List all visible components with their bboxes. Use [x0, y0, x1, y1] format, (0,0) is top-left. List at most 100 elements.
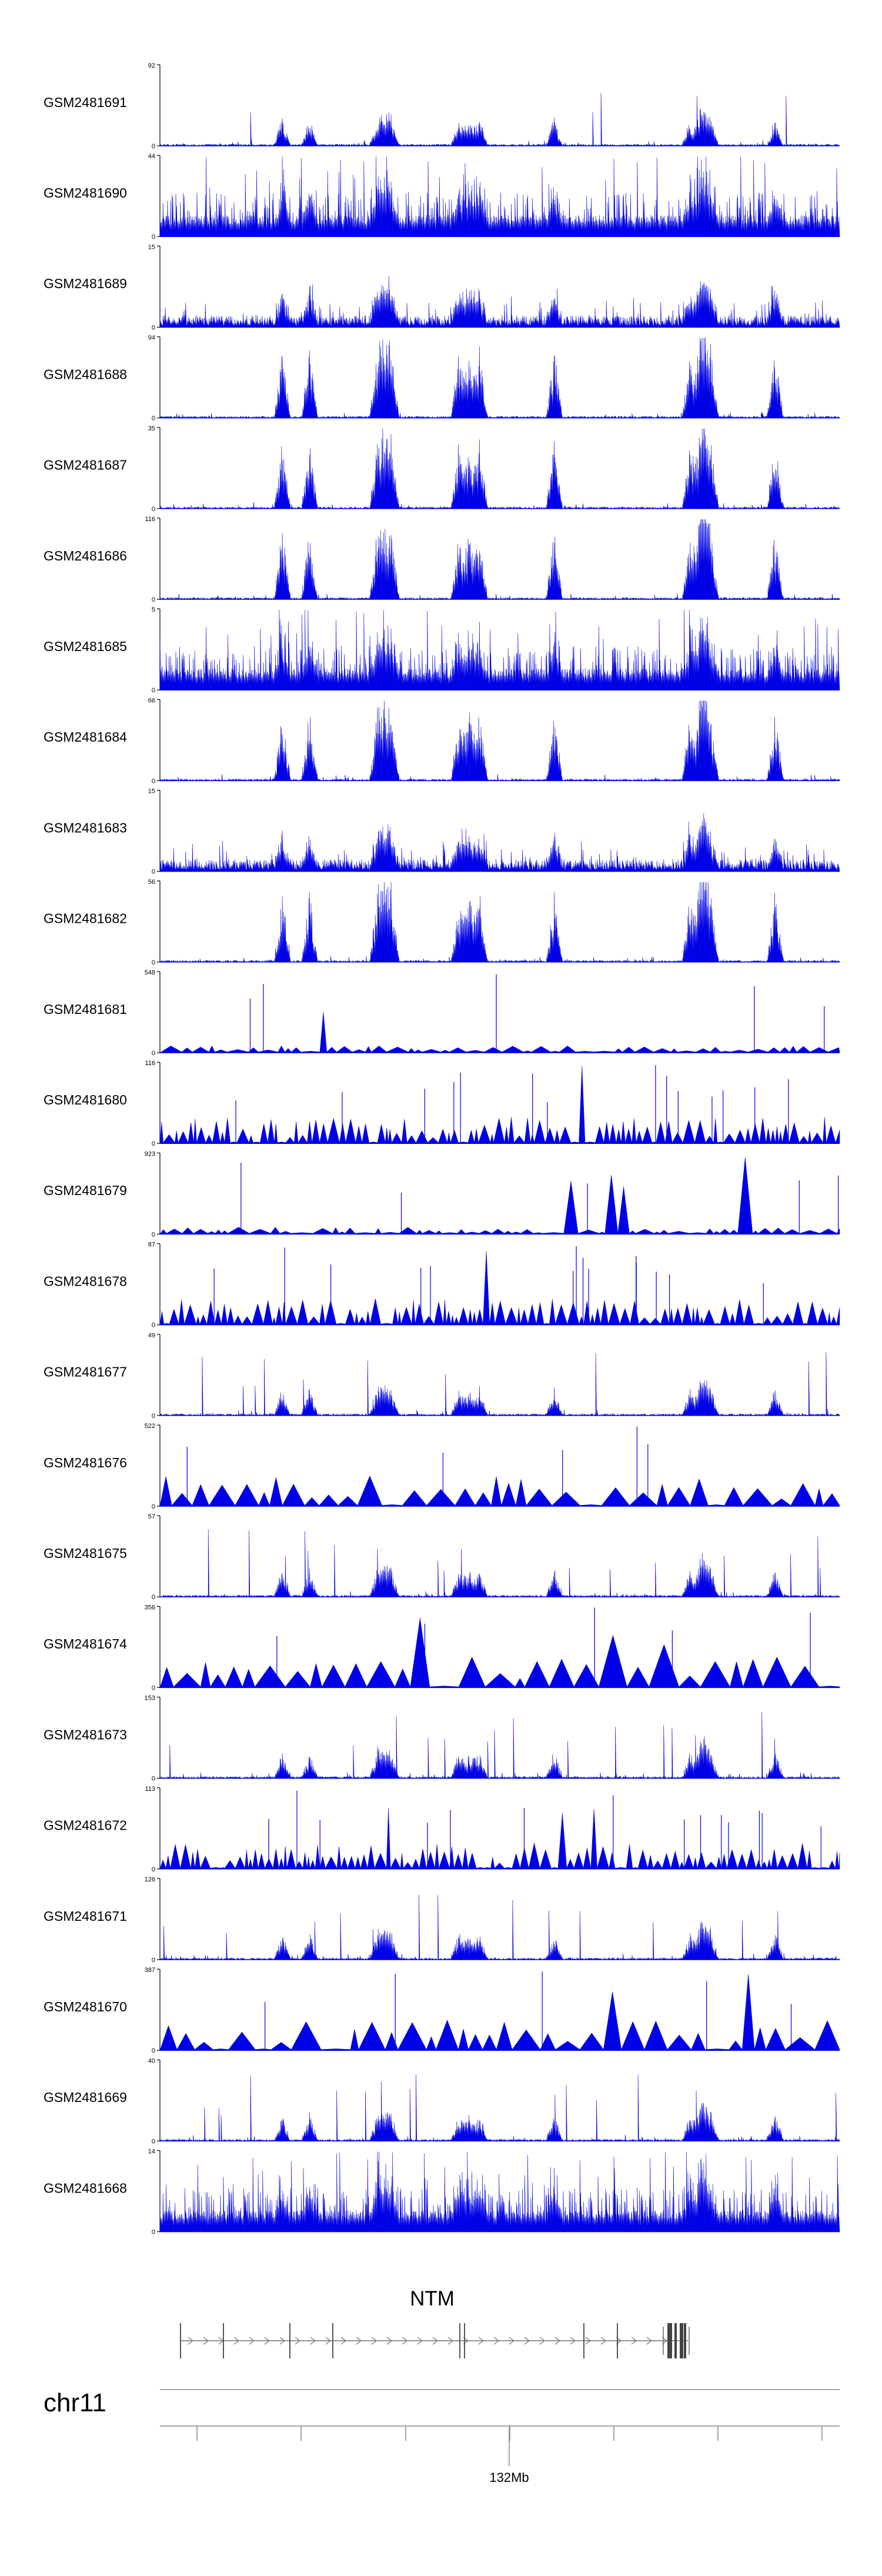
track-label: GSM2481685	[44, 639, 127, 654]
strand-arrow	[340, 2337, 346, 2345]
track-GSM2481683: GSM2481683 15 0	[44, 788, 840, 876]
y-min-label: 0	[152, 1503, 155, 1510]
y-min-label: 0	[152, 324, 155, 331]
y-max-label: 87	[148, 1242, 155, 1249]
y-min-label: 0	[152, 415, 155, 422]
track-label: GSM2481682	[44, 911, 127, 926]
strand-arrow	[447, 2337, 453, 2345]
strand-arrow	[402, 2337, 407, 2345]
y-min-label: 0	[152, 506, 155, 513]
track-GSM2481691: GSM2481691 92 0	[44, 62, 840, 150]
track-label: GSM2481680	[44, 1092, 127, 1107]
strand-arrow	[203, 2337, 209, 2345]
y-min-label: 0	[152, 1140, 155, 1147]
track-label: GSM2481686	[44, 548, 127, 563]
exon	[667, 2323, 672, 2358]
track-GSM2481678: GSM2481678 87 0	[44, 1242, 840, 1329]
strand-arrow	[264, 2337, 270, 2345]
strand-arrow	[585, 2337, 591, 2345]
track-GSM2481679: GSM2481679 923 0	[44, 1150, 840, 1238]
strand-arrow	[493, 2337, 499, 2345]
track-label: GSM2481687	[44, 458, 127, 473]
y-min-label: 0	[152, 1776, 155, 1783]
strand-arrow	[509, 2337, 514, 2345]
track-label: GSM2481683	[44, 820, 127, 835]
y-max-label: 548	[145, 969, 155, 976]
coverage-signal	[159, 882, 840, 963]
track-GSM2481685: GSM2481685 5 0	[44, 606, 840, 694]
y-max-label: 15	[148, 243, 155, 251]
track-label: GSM2481673	[44, 1727, 127, 1742]
strand-arrow	[631, 2337, 637, 2345]
y-min-label: 0	[152, 1957, 155, 1964]
y-max-label: 44	[148, 153, 155, 160]
track-GSM2481684: GSM2481684 66 0	[44, 697, 840, 785]
track-label: GSM2481691	[44, 95, 127, 110]
y-max-label: 923	[145, 1150, 155, 1157]
coverage-signal	[159, 2074, 840, 2142]
y-max-label: 113	[145, 1786, 155, 1793]
track-GSM2481676: GSM2481676 522 0	[44, 1423, 840, 1510]
strand-arrow	[188, 2337, 193, 2345]
y-max-label: 35	[148, 425, 155, 432]
track-GSM2481690: GSM2481690 44 0	[44, 153, 840, 241]
track-GSM2481689: GSM2481689 15 0	[44, 243, 840, 331]
track-GSM2481675: GSM2481675 57 0	[44, 1513, 840, 1601]
track-GSM2481687: GSM2481687 35 0	[44, 425, 840, 513]
track-GSM2481688: GSM2481688 94 0	[44, 335, 840, 422]
y-max-label: 116	[145, 1060, 155, 1067]
y-max-label: 126	[145, 1876, 155, 1883]
track-label: GSM2481669	[44, 2090, 127, 2105]
coverage-signal	[159, 338, 840, 419]
y-max-label: 387	[145, 1967, 155, 1974]
strand-arrow	[417, 2337, 423, 2345]
track-label: GSM2481668	[44, 2180, 127, 2195]
coverage-signal	[159, 1618, 840, 1688]
y-max-label: 5	[152, 606, 155, 613]
y-min-label: 0	[152, 869, 155, 876]
coverage-signal	[159, 1529, 840, 1598]
track-label: GSM2481672	[44, 1818, 127, 1833]
coverage-signal	[159, 1251, 840, 1325]
strand-arrow	[524, 2337, 530, 2345]
coverage-signal	[159, 2151, 840, 2232]
track-GSM2481672: GSM2481672 113 0	[44, 1786, 840, 1873]
strand-arrow	[310, 2337, 316, 2345]
strand-arrow	[356, 2337, 362, 2345]
track-label: GSM2481681	[44, 1002, 127, 1017]
strand-arrow	[371, 2337, 377, 2345]
track-label: GSM2481675	[44, 1546, 127, 1561]
coverage-signal	[159, 156, 840, 237]
y-min-label: 0	[152, 143, 155, 150]
y-min-label: 0	[152, 2047, 155, 2054]
coverage-signal	[159, 1157, 840, 1234]
coverage-signal	[159, 1012, 840, 1053]
strand-arrow	[554, 2337, 560, 2345]
strand-arrow	[233, 2337, 239, 2345]
track-label: GSM2481670	[44, 1999, 127, 2014]
y-min-label: 0	[152, 1684, 155, 1691]
y-min-label: 0	[152, 1594, 155, 1601]
y-max-label: 153	[145, 1695, 155, 1702]
y-max-label: 56	[148, 879, 155, 886]
track-GSM2481670: GSM2481670 387 0	[44, 1967, 840, 2054]
coverage-signal	[159, 1808, 840, 1870]
exon	[674, 2323, 677, 2358]
coverage-signal	[159, 700, 840, 782]
track-label: GSM2481676	[44, 1455, 127, 1470]
strand-arrow	[295, 2337, 300, 2345]
y-min-label: 0	[152, 778, 155, 785]
y-max-label: 356	[145, 1604, 155, 1611]
y-max-label: 66	[148, 697, 155, 704]
y-min-label: 0	[152, 959, 155, 966]
track-label: GSM2481689	[44, 276, 127, 291]
exon	[684, 2323, 686, 2358]
track-label: GSM2481679	[44, 1183, 127, 1198]
y-min-label: 0	[152, 1322, 155, 1329]
track-GSM2481669: GSM2481669 40 0	[44, 2057, 840, 2145]
exon	[680, 2323, 683, 2358]
coverage-signal	[159, 1712, 840, 1779]
gene-track: NTM	[180, 2287, 690, 2358]
y-min-label: 0	[152, 233, 155, 241]
